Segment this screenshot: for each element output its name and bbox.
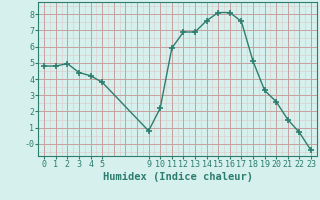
X-axis label: Humidex (Indice chaleur): Humidex (Indice chaleur) (103, 172, 252, 182)
